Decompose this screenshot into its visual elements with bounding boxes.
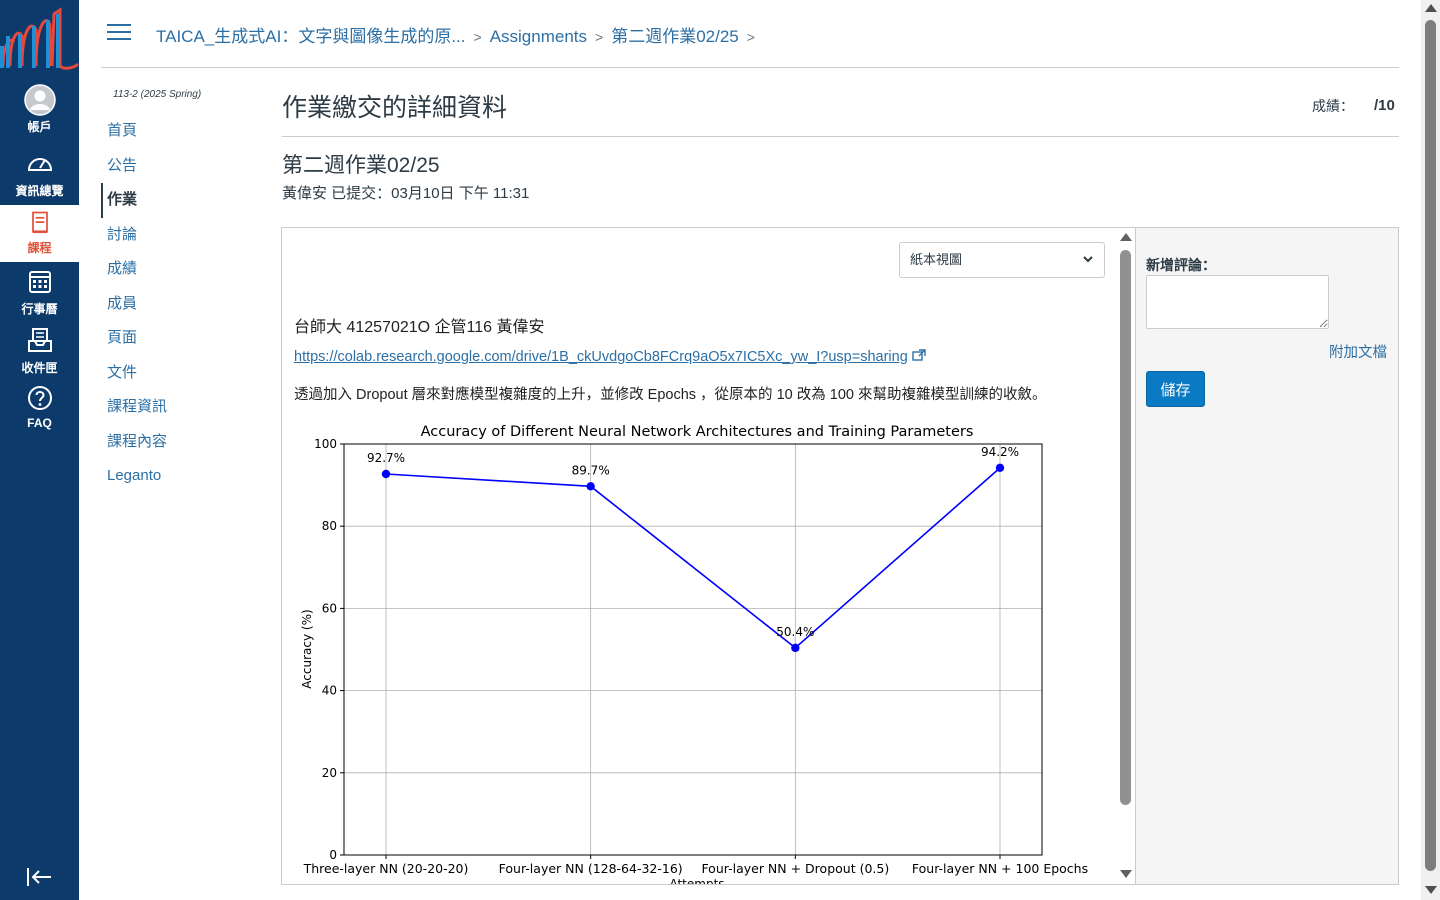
x-tick-label: Four-layer NN (128-64-32-16) bbox=[499, 861, 683, 876]
course-nav-announcements[interactable]: 公告 bbox=[107, 156, 138, 174]
attach-file-link[interactable]: 附加文檔 bbox=[1329, 345, 1387, 361]
page-scroll-up-icon[interactable] bbox=[1425, 4, 1437, 12]
nav-faq-label: FAQ bbox=[27, 416, 52, 430]
nav-calendar[interactable]: 行事曆 bbox=[0, 266, 79, 323]
grade-label: 成績： bbox=[1312, 98, 1354, 114]
page-scrollbar[interactable] bbox=[1421, 0, 1440, 900]
preview-scroll-thumb[interactable] bbox=[1120, 250, 1131, 805]
course-nav-files[interactable]: 文件 bbox=[107, 363, 138, 381]
x-tick-label: Four-layer NN + 100 Epochs bbox=[912, 861, 1088, 876]
chart-title: Accuracy of Different Neural Network Arc… bbox=[421, 424, 974, 440]
x-tick-label: Four-layer NN + Dropout (0.5) bbox=[701, 861, 889, 876]
colab-link-text: https://colab.research.google.com/drive/… bbox=[294, 349, 908, 365]
page-scroll-thumb[interactable] bbox=[1425, 20, 1436, 871]
course-term: 113-2 (2025 Spring) bbox=[113, 89, 202, 100]
grade-out-of: /10 bbox=[1374, 97, 1395, 114]
header-divider bbox=[101, 67, 1399, 68]
data-point bbox=[791, 643, 800, 653]
nav-courses-label: 課程 bbox=[27, 241, 52, 255]
y-tick-label: 60 bbox=[322, 601, 337, 615]
submission-preview[interactable]: 紙本視圖 台師大 41257021O 企管116 黃偉安 https://col… bbox=[281, 227, 1136, 885]
view-select[interactable]: 紙本視圖 bbox=[899, 242, 1105, 278]
data-label: 94.2% bbox=[981, 445, 1019, 459]
course-nav-discussions[interactable]: 討論 bbox=[107, 225, 138, 243]
course-nav-syllabus[interactable]: 課程資訊 bbox=[107, 398, 168, 415]
chevron-right-icon: > bbox=[595, 29, 604, 45]
global-nav: 帳戶 資訊總覽 課程 行事曆 收件匣 FAQ bbox=[0, 0, 79, 900]
comment-panel: 新增評論： 附加文檔 儲存 bbox=[1135, 227, 1399, 885]
course-nav-leganto[interactable]: Leganto bbox=[107, 467, 162, 484]
nav-dashboard[interactable]: 資訊總覽 bbox=[0, 148, 79, 205]
nav-inbox[interactable]: 收件匣 bbox=[0, 325, 79, 382]
x-tick-label: Three-layer NN (20-20-20) bbox=[303, 861, 469, 876]
comment-textarea[interactable] bbox=[1146, 275, 1329, 329]
nav-account-label: 帳戶 bbox=[27, 120, 52, 134]
help-icon bbox=[27, 386, 52, 410]
nav-faq[interactable]: FAQ bbox=[0, 382, 79, 439]
course-menu-toggle[interactable] bbox=[107, 24, 131, 42]
title-divider bbox=[282, 136, 1399, 137]
y-tick-label: 0 bbox=[329, 848, 337, 862]
chevron-right-icon: > bbox=[473, 29, 482, 45]
course-nav-pages[interactable]: 頁面 bbox=[107, 329, 138, 346]
y-tick-label: 80 bbox=[322, 519, 337, 533]
course-nav-assignments[interactable]: 作業 bbox=[101, 183, 261, 218]
data-point bbox=[995, 463, 1005, 473]
course-nav-grades[interactable]: 成績 bbox=[107, 260, 138, 277]
page-title: 作業繳交的詳細資料 bbox=[282, 94, 508, 122]
chevron-down-icon bbox=[1083, 256, 1093, 263]
account-avatar-icon bbox=[23, 84, 56, 116]
assignment-name: 第二週作業02/25 bbox=[282, 154, 440, 177]
course-nav-people[interactable]: 成員 bbox=[107, 294, 138, 312]
data-point bbox=[586, 482, 595, 491]
comment-label: 新增評論： bbox=[1146, 257, 1216, 273]
course-nav: 首頁 公告 作業 討論 成績 成員 頁面 文件 課程資訊 課程內容 Legant… bbox=[101, 114, 261, 494]
nav-courses[interactable]: 課程 bbox=[0, 205, 79, 262]
preview-scrollbar[interactable] bbox=[1117, 228, 1134, 884]
accuracy-chart: Accuracy of Different Neural Network Arc… bbox=[300, 424, 1088, 885]
external-link-icon bbox=[912, 349, 926, 361]
y-tick-label: 40 bbox=[322, 684, 337, 698]
dashboard-icon bbox=[27, 158, 52, 171]
course-nav-home[interactable]: 首頁 bbox=[107, 122, 138, 139]
view-select-value: 紙本視圖 bbox=[910, 252, 963, 267]
nav-account[interactable]: 帳戶 bbox=[0, 84, 79, 141]
x-axis-label: Attempts bbox=[669, 877, 724, 885]
page-scroll-down-icon[interactable] bbox=[1425, 886, 1437, 894]
data-label: 89.7% bbox=[572, 463, 610, 477]
cool-logo[interactable] bbox=[0, 6, 79, 72]
student-line: 台師大 41257021O 企管116 黃偉安 bbox=[294, 319, 545, 336]
course-nav-modules[interactable]: 課程內容 bbox=[107, 432, 168, 450]
y-axis-label: Accuracy (%) bbox=[300, 609, 314, 688]
nav-dashboard-label: 資訊總覽 bbox=[15, 184, 64, 198]
series-line bbox=[385, 467, 1001, 649]
breadcrumb: TAICA_生成式AI：文字與圖像生成的原... > Assignments > 第二週… bbox=[156, 22, 763, 46]
scroll-up-arrow-icon[interactable] bbox=[1120, 233, 1132, 241]
chevron-right-icon: > bbox=[746, 29, 755, 45]
breadcrumb-assignment[interactable]: 第二週作業02/25 bbox=[611, 27, 739, 46]
breadcrumb-assignments[interactable]: Assignments bbox=[489, 27, 588, 46]
nav-calendar-label: 行事曆 bbox=[21, 302, 58, 316]
y-tick-label: 100 bbox=[314, 437, 337, 451]
colab-link[interactable]: https://colab.research.google.com/drive/… bbox=[294, 349, 926, 365]
breadcrumb-course[interactable]: TAICA_生成式AI：文字與圖像生成的原... bbox=[156, 27, 466, 46]
collapse-nav-icon[interactable] bbox=[26, 866, 54, 888]
scroll-down-arrow-icon[interactable] bbox=[1120, 870, 1132, 878]
calendar-icon bbox=[28, 271, 51, 293]
data-label: 92.7% bbox=[367, 451, 405, 465]
data-label: 50.4% bbox=[776, 625, 814, 639]
data-point bbox=[381, 469, 391, 479]
y-tick-label: 20 bbox=[322, 766, 337, 780]
submission-info: 黃偉安 已提交：03月10日 下午 11:31 bbox=[282, 185, 530, 202]
submission-description: 透過加入 Dropout 層來對應模型複雜度的上升，並修改 Epochs ，從原… bbox=[294, 387, 1047, 403]
save-button[interactable]: 儲存 bbox=[1146, 371, 1205, 407]
inbox-icon bbox=[27, 328, 52, 352]
nav-inbox-label: 收件匣 bbox=[21, 361, 58, 375]
plot-frame bbox=[343, 443, 1043, 856]
courses-icon bbox=[31, 211, 48, 234]
